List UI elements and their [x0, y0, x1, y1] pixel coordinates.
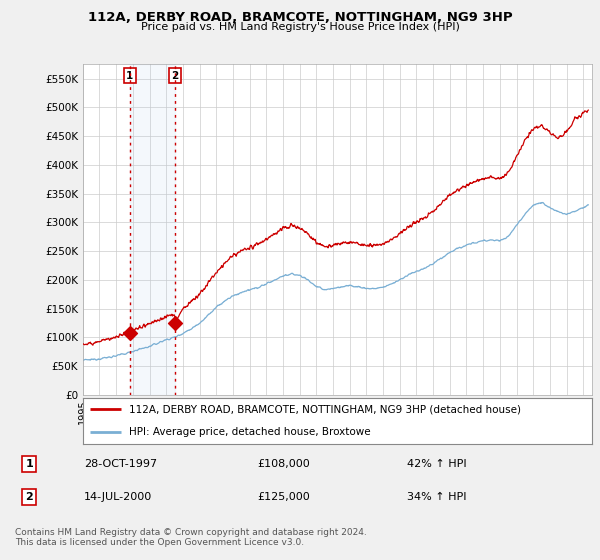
Text: 1: 1 [26, 459, 33, 469]
Text: HPI: Average price, detached house, Broxtowe: HPI: Average price, detached house, Brox… [128, 427, 370, 437]
Bar [130, 64, 175, 395]
Text: 112A, DERBY ROAD, BRAMCOTE, NOTTINGHAM, NG9 3HP (detached house): 112A, DERBY ROAD, BRAMCOTE, NOTTINGHAM, … [128, 404, 521, 414]
Text: 2: 2 [172, 71, 179, 81]
Text: 14-JUL-2000: 14-JUL-2000 [84, 492, 152, 502]
Text: 28-OCT-1997: 28-OCT-1997 [84, 459, 157, 469]
Text: Contains HM Land Registry data © Crown copyright and database right 2024.
This d: Contains HM Land Registry data © Crown c… [15, 528, 367, 547]
Text: Price paid vs. HM Land Registry's House Price Index (HPI): Price paid vs. HM Land Registry's House … [140, 22, 460, 32]
Text: 2: 2 [26, 492, 33, 502]
Text: £125,000: £125,000 [257, 492, 310, 502]
Text: 112A, DERBY ROAD, BRAMCOTE, NOTTINGHAM, NG9 3HP: 112A, DERBY ROAD, BRAMCOTE, NOTTINGHAM, … [88, 11, 512, 24]
Point [125, 328, 134, 337]
Text: 34% ↑ HPI: 34% ↑ HPI [407, 492, 466, 502]
Text: 42% ↑ HPI: 42% ↑ HPI [407, 459, 466, 469]
Text: £108,000: £108,000 [257, 459, 310, 469]
Point [170, 319, 180, 328]
Text: 1: 1 [126, 71, 133, 81]
